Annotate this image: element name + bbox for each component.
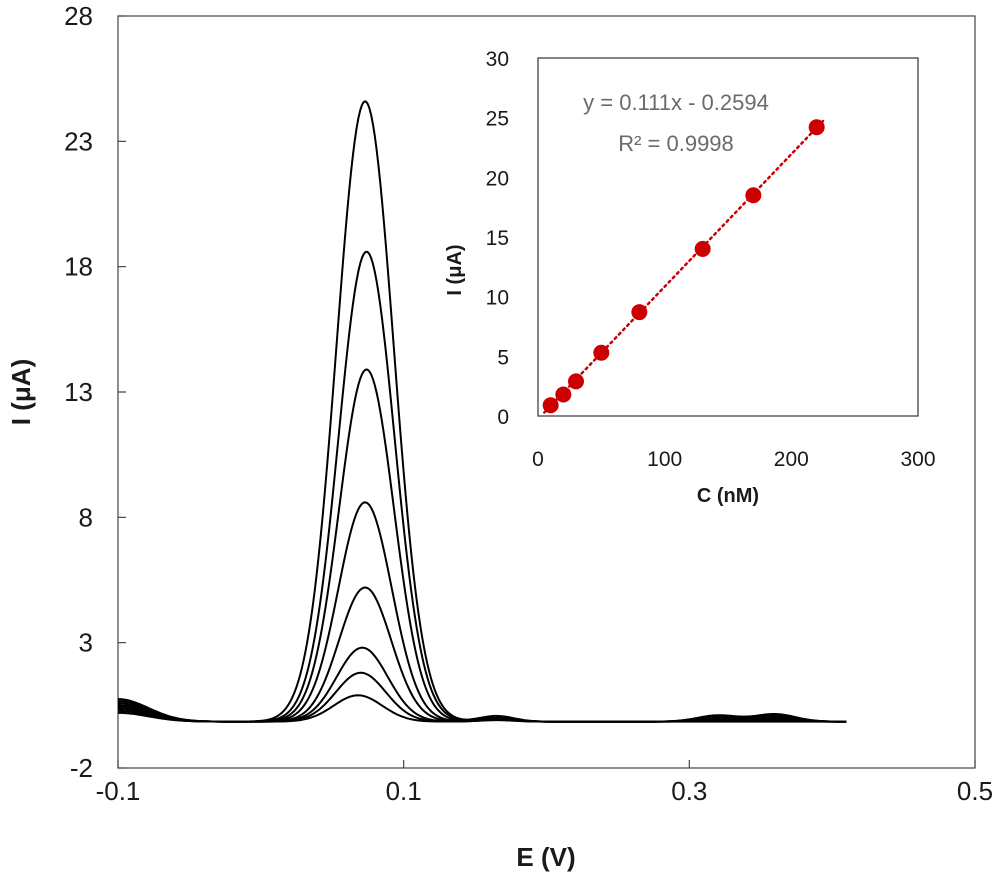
main-x-tick-label: -0.1: [96, 776, 141, 806]
inset-x-axis-title: C (nM): [697, 485, 759, 507]
main-y-tick-label: 13: [64, 377, 93, 407]
main-y-tick-label: 8: [79, 502, 93, 532]
calibration-point: [542, 397, 559, 414]
regression-equation: y = 0.111x - 0.2594: [583, 90, 769, 115]
main-y-axis-title: I (μA): [6, 359, 36, 425]
voltammogram-curve: [117, 501, 847, 723]
calibration-point: [808, 119, 825, 136]
inset-y-tick-label: 0: [497, 406, 509, 429]
main-x-tick-label: 0.3: [671, 776, 707, 806]
main-x-tick-label: 0.5: [957, 776, 993, 806]
linear-trendline: [543, 119, 825, 414]
main-curves-group: [117, 100, 847, 723]
main-x-tick-label: 0.1: [386, 776, 422, 806]
inset-y-tick-label: 5: [497, 346, 509, 369]
main-y-tick-label: -2: [70, 753, 93, 783]
calibration-point: [694, 240, 711, 257]
inset-y-tick-label: 25: [486, 108, 509, 131]
calibration-point: [568, 373, 584, 390]
inset-x-tick-label: 200: [774, 448, 809, 471]
inset-x-tick-label: 100: [647, 448, 682, 471]
inset-tick-group: 0 100 200 300 0 5 10 15 20 25 30: [486, 48, 936, 471]
inset-y-tick-label: 20: [486, 167, 509, 190]
inset-y-axis-title: I (μA): [444, 244, 466, 295]
main-y-tick-label: 18: [64, 252, 93, 282]
voltammogram-curve: [117, 368, 847, 723]
main-tick-group: -0.1 0.1 0.3 0.5 -2 3 8 13 18 23 28: [64, 1, 993, 806]
main-y-tick-label: 28: [64, 1, 93, 31]
inset-y-tick-label: 30: [486, 48, 509, 71]
voltammogram-curve: [117, 646, 847, 723]
inset-y-tick-label: 15: [486, 227, 509, 250]
inset-x-tick-label: 0: [532, 448, 544, 471]
calibration-point: [593, 344, 610, 361]
inset-y-tick-label: 10: [486, 287, 509, 310]
calibration-point: [745, 187, 762, 204]
voltammogram-curve: [117, 671, 847, 723]
voltammogram-curve: [117, 586, 847, 723]
inset-data-group: [542, 119, 825, 414]
main-x-axis-title: E (V): [516, 842, 575, 872]
voltammogram-curve: [117, 100, 847, 723]
inset-x-tick-label: 300: [900, 448, 935, 471]
calibration-point: [555, 386, 572, 403]
calibration-point: [631, 304, 648, 321]
r-squared-label: R² = 0.9998: [618, 131, 734, 156]
main-y-tick-label: 3: [79, 628, 93, 658]
main-y-tick-label: 23: [64, 126, 93, 156]
